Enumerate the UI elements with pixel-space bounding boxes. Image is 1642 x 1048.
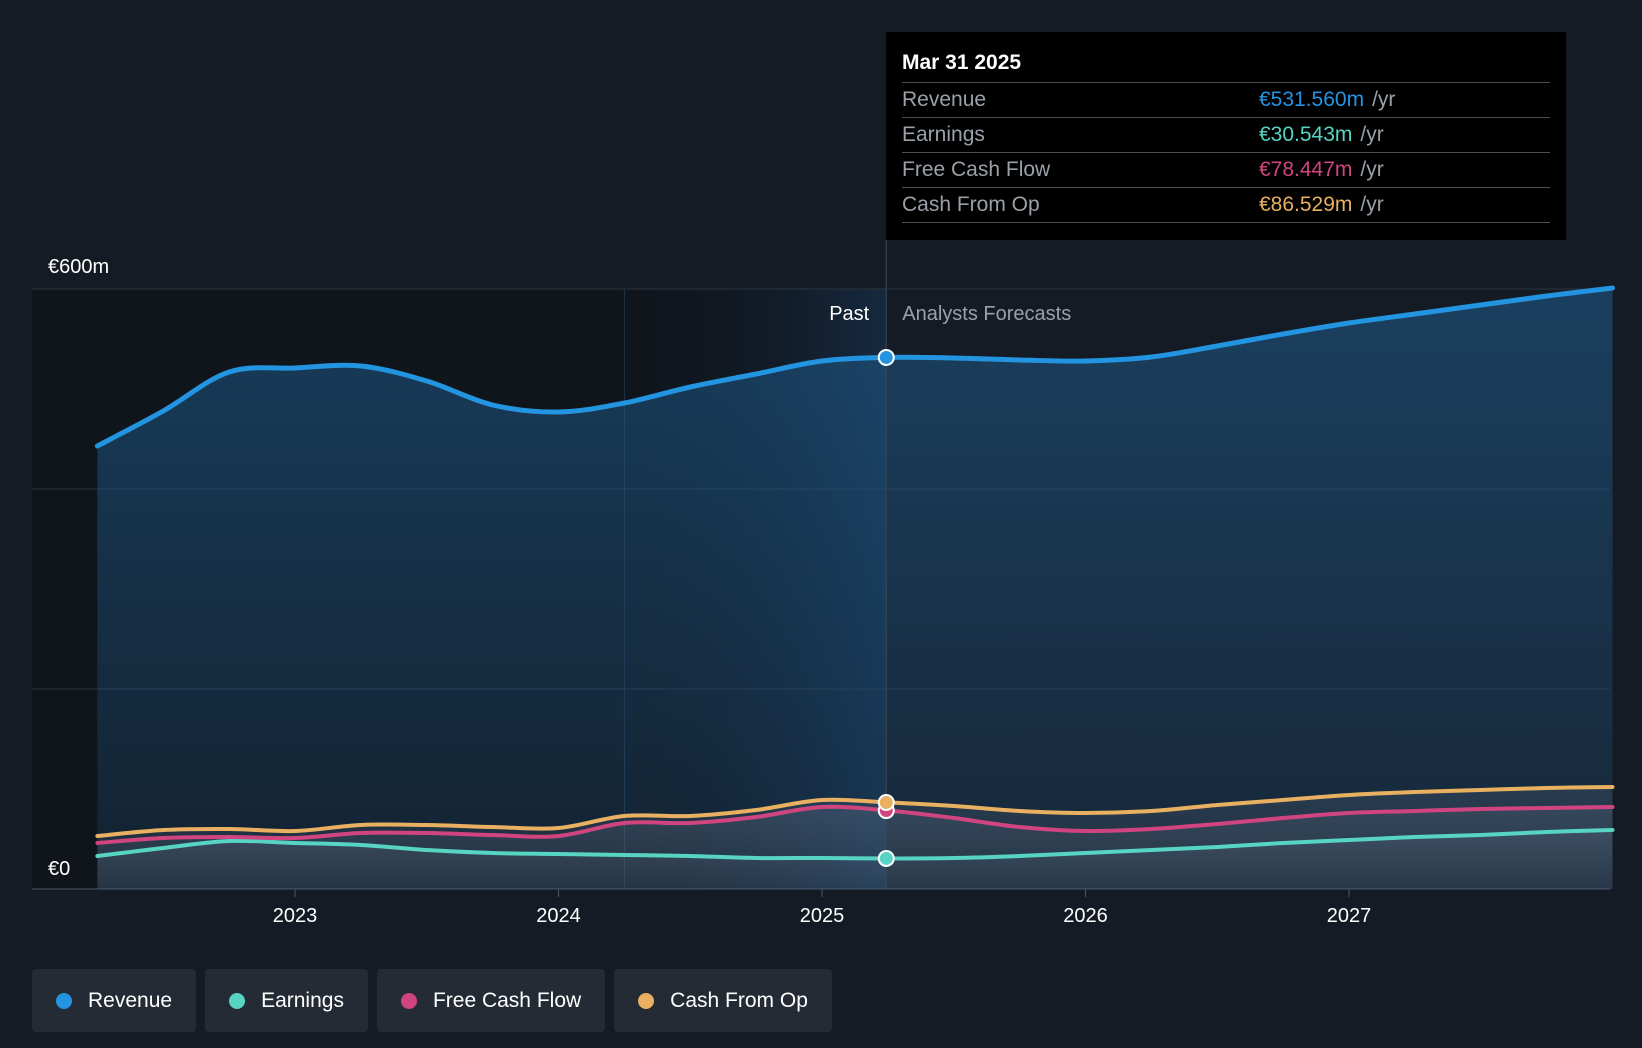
tooltip: Mar 31 2025 Revenue €531.560m /yr Earnin…: [886, 32, 1566, 240]
series-lines: [94, 285, 1615, 861]
tooltip-unit: /yr: [1372, 88, 1396, 111]
tooltip-unit: /yr: [1360, 193, 1384, 216]
legend-label: Free Cash Flow: [432, 988, 582, 1012]
revenue-dot-icon: [56, 992, 72, 1009]
past-label: Past: [829, 303, 869, 325]
series-line-revenue: [94, 285, 1615, 449]
x-tick-label: 2025: [800, 905, 845, 927]
legend-label: Earnings: [261, 988, 344, 1012]
tooltip-row-cash-from-op: Cash From Op €86.529m /yr: [902, 187, 1550, 223]
series-line-earnings: [95, 828, 1615, 861]
tooltip-unit: /yr: [1360, 158, 1384, 181]
legend-item-earnings[interactable]: Earnings: [205, 969, 368, 1032]
marker-cash-from-op: [877, 793, 895, 811]
legend: Revenue Earnings Free Cash Flow Cash Fro…: [32, 969, 832, 1032]
series-line-cash-from-op: [95, 785, 1615, 838]
x-tick-label: 2023: [273, 905, 318, 927]
legend-item-free-cash-flow[interactable]: Free Cash Flow: [376, 969, 606, 1032]
x-tick-label: 2026: [1063, 905, 1108, 927]
legend-label: Revenue: [88, 988, 173, 1012]
tooltip-value: €78.447m: [1259, 158, 1353, 181]
marker-earnings: [877, 849, 895, 867]
tooltip-label: Revenue: [902, 88, 987, 111]
tooltip-row-free-cash-flow: Free Cash Flow €78.447m /yr: [902, 152, 1550, 187]
free-cash-flow-dot-icon: [400, 992, 417, 1009]
marker-revenue: [877, 348, 895, 366]
tooltip-label: Free Cash Flow: [902, 158, 1051, 181]
y-tick-label: €600m: [48, 256, 109, 278]
tooltip-date: Mar 31 2025: [902, 51, 1022, 74]
tooltip-unit: /yr: [1360, 123, 1384, 146]
tooltip-label: Earnings: [902, 123, 985, 146]
series-line-free-cash-flow: [95, 804, 1615, 845]
y-axis-ticks: €0 €600m: [48, 256, 109, 880]
x-tick-label: 2027: [1327, 905, 1372, 927]
series-area-revenue: [97, 288, 1613, 889]
x-tick-label: 2024: [536, 905, 581, 927]
legend-item-revenue[interactable]: Revenue: [32, 969, 197, 1032]
tooltip-value: €30.543m: [1259, 123, 1353, 146]
tooltip-label: Cash From Op: [902, 193, 1040, 216]
earnings-dot-icon: [229, 992, 246, 1009]
tooltip-row-earnings: Earnings €30.543m /yr: [902, 117, 1550, 152]
forecast-label: Analysts Forecasts: [902, 303, 1071, 325]
series-markers: [877, 348, 895, 867]
tooltip-row-revenue: Revenue €531.560m /yr: [902, 82, 1550, 117]
y-tick-label: €0: [48, 858, 70, 880]
legend-item-cash-from-op[interactable]: Cash From Op: [614, 969, 832, 1032]
legend-label: Cash From Op: [670, 988, 808, 1012]
x-axis-ticks: 2023 2024 2025 2026 2027: [273, 889, 1372, 927]
tooltip-value: €531.560m: [1259, 88, 1365, 111]
cash-from-op-dot-icon: [638, 992, 655, 1009]
tooltip-value: €86.529m: [1259, 193, 1353, 216]
series-area-cash-from-op: [97, 787, 1613, 889]
